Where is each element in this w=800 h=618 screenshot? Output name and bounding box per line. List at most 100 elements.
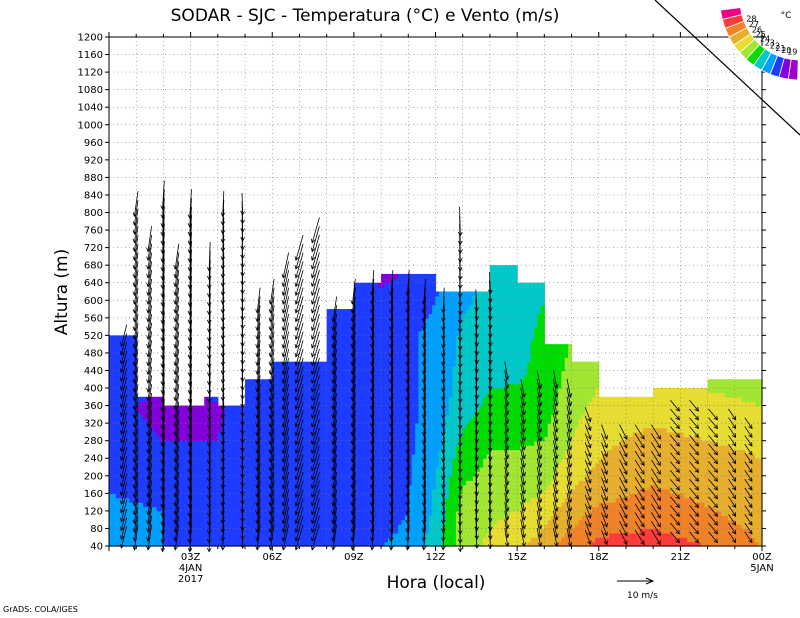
- temperature-cell: [353, 304, 358, 310]
- temperature-cell: [364, 322, 369, 328]
- temperature-cell: [180, 449, 185, 455]
- temperature-cell: [391, 484, 396, 490]
- temperature-cell: [139, 445, 144, 451]
- temperature-cell: [377, 361, 382, 367]
- temperature-cell: [156, 445, 161, 451]
- temperature-cell: [384, 339, 389, 345]
- temperature-cell: [122, 449, 127, 455]
- temperature-cell: [299, 418, 304, 424]
- temperature-cell: [245, 480, 250, 486]
- temperature-cell: [364, 313, 369, 319]
- temperature-cell: [367, 357, 372, 363]
- temperature-cell: [391, 396, 396, 402]
- temperature-cell: [275, 405, 280, 411]
- temperature-cell: [292, 361, 297, 367]
- temperature-cell: [292, 502, 297, 508]
- temperature-cell: [398, 537, 403, 543]
- temperature-cell: [255, 497, 260, 503]
- temperature-cell: [272, 497, 277, 503]
- temperature-cell: [251, 532, 256, 538]
- temperature-cell: [170, 414, 175, 420]
- temperature-cell: [452, 519, 457, 525]
- temperature-cell: [466, 488, 471, 494]
- temperature-cell: [455, 392, 460, 398]
- temperature-cell: [364, 282, 369, 288]
- temperature-cell: [384, 374, 389, 380]
- temperature-cell: [428, 423, 433, 429]
- temperature-cell: [197, 515, 202, 521]
- temperature-cell: [228, 427, 233, 433]
- temperature-cell: [292, 436, 297, 442]
- temperature-cell: [262, 506, 267, 512]
- temperature-cell: [435, 309, 440, 315]
- temperature-cell: [418, 497, 423, 503]
- temperature-cell: [177, 488, 182, 494]
- temperature-cell: [381, 440, 386, 446]
- temperature-cell: [166, 488, 171, 494]
- temperature-cell: [398, 436, 403, 442]
- temperature-cell: [391, 361, 396, 367]
- temperature-cell: [248, 379, 253, 385]
- temperature-cell: [408, 335, 413, 341]
- temperature-cell: [330, 502, 335, 508]
- temperature-cell: [129, 344, 134, 350]
- temperature-cell: [319, 440, 324, 446]
- temperature-cell: [472, 427, 477, 433]
- temperature-cell: [449, 458, 454, 464]
- temperature-cell: [241, 453, 246, 459]
- temperature-cell: [472, 453, 477, 459]
- temperature-cell: [234, 497, 239, 503]
- temperature-cell: [289, 502, 294, 508]
- temperature-cell: [136, 519, 141, 525]
- temperature-cell: [353, 317, 358, 323]
- temperature-cell: [262, 497, 267, 503]
- temperature-cell: [411, 462, 416, 468]
- temperature-cell: [272, 366, 277, 372]
- temperature-cell: [316, 414, 321, 420]
- temperature-cell: [115, 357, 120, 363]
- temperature-cell: [183, 458, 188, 464]
- temperature-cell: [449, 370, 454, 376]
- temperature-cell: [255, 524, 260, 530]
- temperature-cell: [180, 506, 185, 512]
- temperature-cell: [272, 392, 277, 398]
- temperature-cell: [381, 475, 386, 481]
- temperature-cell: [126, 379, 131, 385]
- temperature-cell: [248, 510, 253, 516]
- temperature-cell: [340, 348, 345, 354]
- temperature-cell: [177, 480, 182, 486]
- temperature-cell: [326, 519, 331, 525]
- temperature-cell: [401, 357, 406, 363]
- temperature-cell: [357, 401, 362, 407]
- temperature-cell: [323, 467, 328, 473]
- temperature-cell: [265, 445, 270, 451]
- temperature-cell: [367, 528, 372, 534]
- temperature-cell: [122, 475, 127, 481]
- temperature-cell: [381, 344, 386, 350]
- temperature-cell: [109, 506, 113, 512]
- temperature-cell: [391, 440, 396, 446]
- temperature-cell: [455, 497, 460, 503]
- temperature-cell: [336, 335, 341, 341]
- temperature-cell: [411, 449, 416, 455]
- temperature-cell: [214, 524, 219, 530]
- temperature-cell: [381, 388, 386, 394]
- temperature-cell: [126, 388, 131, 394]
- temperature-cell: [415, 532, 420, 538]
- temperature-cell: [367, 405, 372, 411]
- temperature-cell: [438, 344, 443, 350]
- temperature-cell: [435, 388, 440, 394]
- temperature-cell: [425, 339, 430, 345]
- temperature-cell: [438, 295, 443, 301]
- temperature-cell: [231, 431, 236, 437]
- temperature-cell: [374, 502, 379, 508]
- temperature-cell: [428, 287, 433, 293]
- temperature-cell: [411, 431, 416, 437]
- temperature-cell: [401, 475, 406, 481]
- temperature-cell: [394, 291, 399, 297]
- temperature-cell: [449, 524, 454, 530]
- temperature-cell: [411, 471, 416, 477]
- temperature-cell: [428, 528, 433, 534]
- temperature-cell: [394, 458, 399, 464]
- temperature-cell: [166, 467, 171, 473]
